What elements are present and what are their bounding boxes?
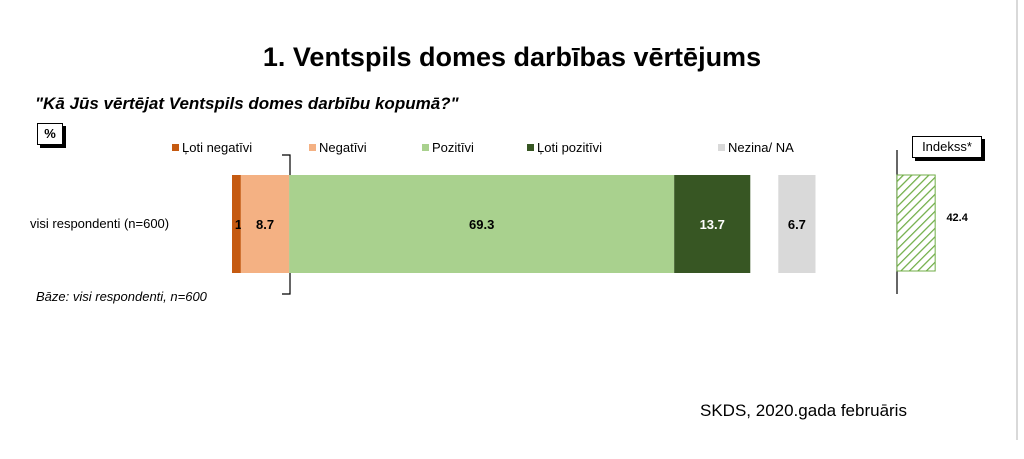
chart-title: 1. Ventspils domes darbības vērtējums (262, 42, 762, 72)
legend-label-very-positive: Ļoti pozitīvi (537, 139, 603, 155)
legend-item-negative: Negatīvi (309, 139, 367, 155)
legend-item-dont-know: Nezina/ NA (718, 139, 794, 155)
legend-swatch-dont-know (718, 143, 725, 151)
bar-very-negative (232, 175, 241, 273)
bar-negative (240, 175, 290, 273)
unit-label: % (37, 123, 63, 145)
bar-very-positive (674, 175, 751, 273)
bar-group: 1.68.769.313.76.742.4 (232, 174, 969, 273)
legend-item-positive: Pozitīvi (422, 139, 474, 155)
data-label-very-positive: 13.7 (700, 217, 725, 232)
legend-label-very-negative: Ļoti negatīvi (182, 139, 253, 155)
bar-positive (289, 175, 675, 273)
data-label-dont-know: 6.7 (788, 217, 806, 232)
right-divider (1016, 0, 1018, 440)
bar-index (896, 174, 936, 272)
base-note: Bāze: visi respondenti, n=600 (36, 289, 207, 304)
legend-swatch-positive (422, 143, 429, 151)
data-label-negative: 8.7 (256, 217, 274, 232)
legend-item-very-negative: Ļoti negatīvi (172, 139, 252, 155)
survey-question: "Kā Jūs vērtējat Ventspils domes darbību… (35, 94, 459, 113)
legend-item-very-positive: Ļoti pozitīvi (527, 139, 602, 155)
legend-label-positive: Pozitīvi (432, 139, 474, 155)
bar-dont-know (778, 175, 816, 273)
source-note: SKDS, 2020.gada februāris (700, 401, 907, 420)
legend-label-negative: Negatīvi (319, 139, 367, 155)
legend-swatch-very-positive (527, 143, 534, 151)
legend-swatch-negative (309, 143, 316, 151)
data-label-positive: 69.3 (469, 217, 494, 232)
legend-label-dont-know: Nezina/ NA (728, 139, 794, 155)
legend-swatch-very-negative (172, 143, 179, 151)
category-label: visi respondenti (n=600) (30, 216, 170, 231)
index-label: Indekss* (912, 136, 982, 158)
data-label-index: 42.4 (946, 212, 968, 224)
